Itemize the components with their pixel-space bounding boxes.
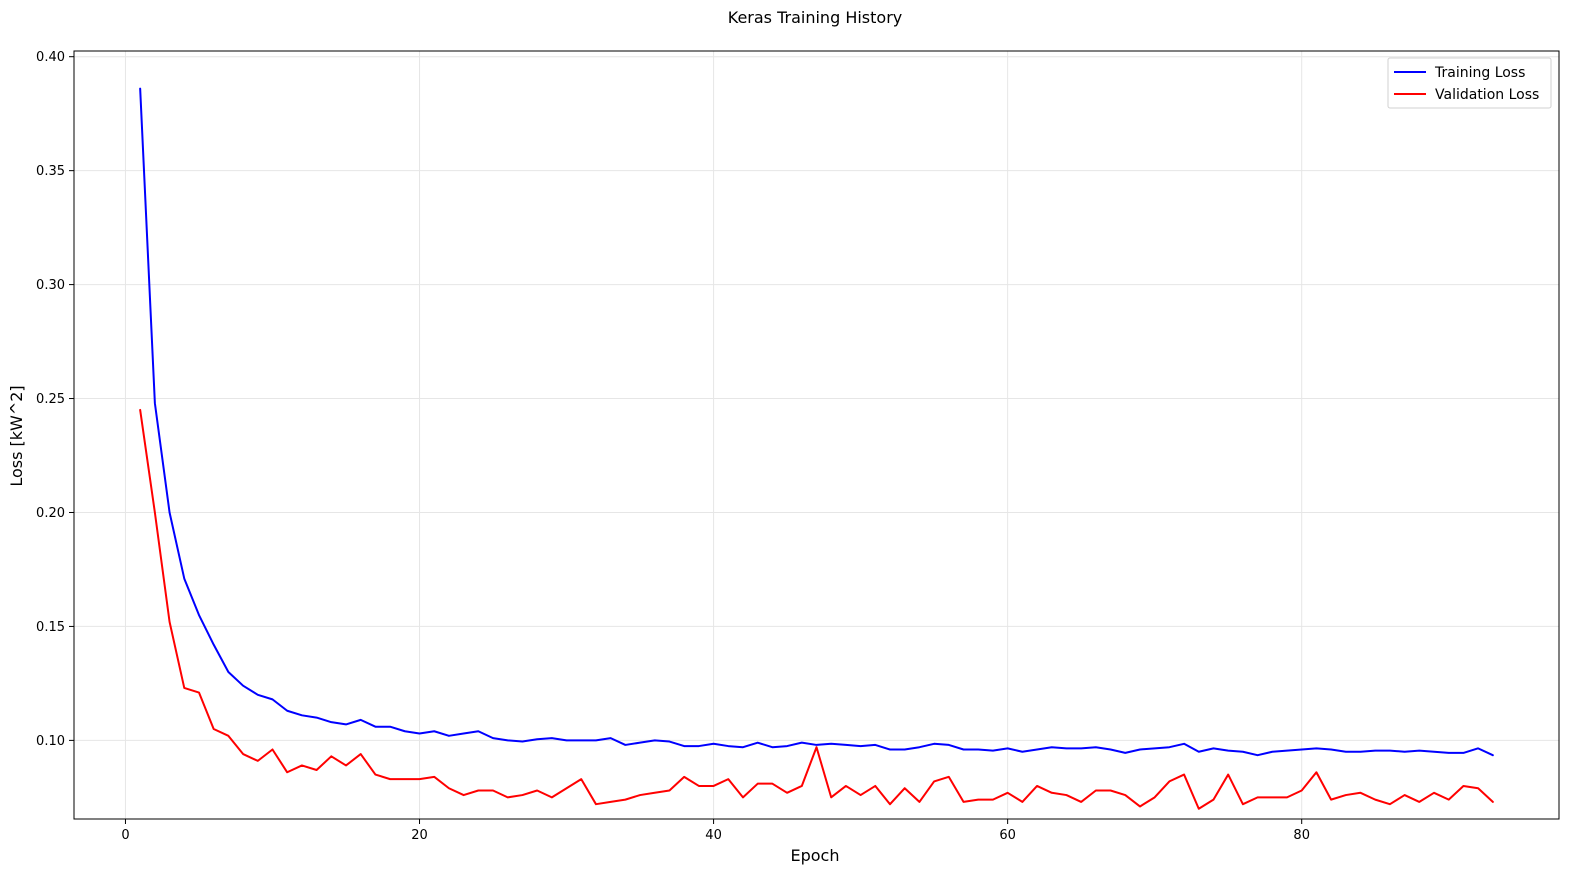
legend-label-training-loss: Training Loss <box>1434 65 1525 81</box>
grid <box>74 51 1559 819</box>
y-tick-label: 0.35 <box>36 164 65 179</box>
y-tick-label: 0.25 <box>36 392 65 407</box>
series-line-validation-loss <box>139 408 1494 810</box>
y-tick-label: 0.40 <box>36 50 65 65</box>
legend: Training Loss Validation Loss <box>1387 57 1552 109</box>
x-tick-label: 80 <box>1293 828 1310 843</box>
axis-ticks: 0 20 40 60 80 0.10 0.15 0.20 0.25 0.30 0.35 0.40 <box>36 50 1310 843</box>
y-tick-label: 0.15 <box>36 620 65 635</box>
legend-label-validation-loss: Validation Loss <box>1435 87 1539 103</box>
legend-box <box>1387 57 1552 109</box>
y-tick-label: 0.20 <box>36 506 65 521</box>
series-line-training-loss <box>139 87 1494 757</box>
series-lines <box>139 87 1494 810</box>
y-tick-label: 0.10 <box>36 734 65 749</box>
chart-title: Keras Training History <box>728 8 902 27</box>
plot-frame <box>73 50 1560 820</box>
x-axis-label: Epoch <box>791 846 840 865</box>
x-tick-label: 0 <box>121 828 129 843</box>
x-tick-label: 40 <box>705 828 722 843</box>
y-axis-label: Loss [kW^2] <box>7 385 26 486</box>
x-tick-label: 60 <box>999 828 1016 843</box>
x-tick-label: 20 <box>411 828 428 843</box>
y-tick-label: 0.30 <box>36 278 65 293</box>
